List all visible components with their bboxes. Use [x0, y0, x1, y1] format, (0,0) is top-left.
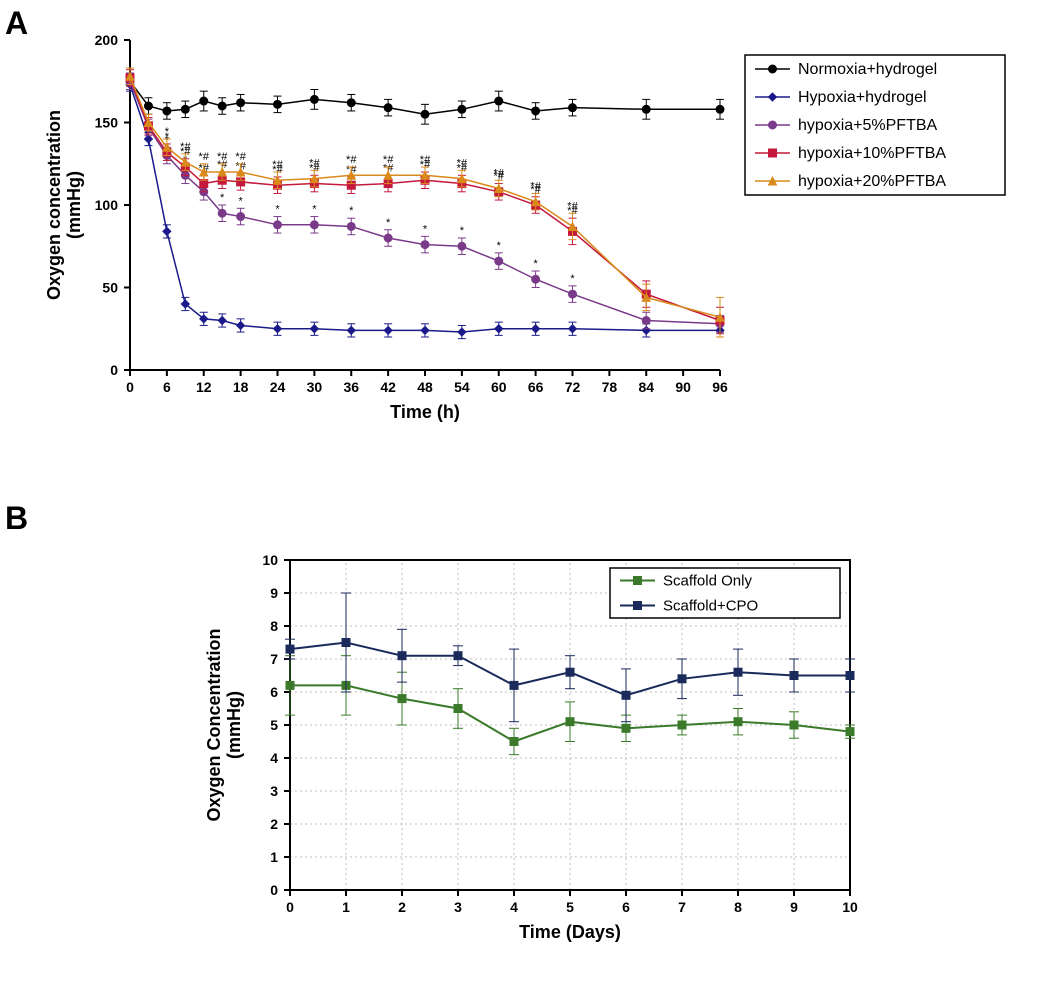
svg-text:66: 66 [528, 379, 544, 395]
svg-text:*#: *# [346, 154, 357, 166]
svg-text:9: 9 [790, 899, 798, 915]
svg-text:7: 7 [678, 899, 686, 915]
svg-text:2: 2 [398, 899, 406, 915]
svg-text:54: 54 [454, 379, 470, 395]
svg-text:100: 100 [95, 197, 119, 213]
svg-text:5: 5 [566, 899, 574, 915]
svg-text:78: 78 [602, 379, 618, 395]
svg-text:*: * [570, 273, 575, 285]
svg-text:*: * [220, 192, 225, 204]
svg-text:36: 36 [343, 379, 359, 395]
svg-text:*: * [165, 126, 170, 138]
svg-text:6: 6 [270, 684, 278, 700]
svg-text:72: 72 [565, 379, 581, 395]
svg-text:12: 12 [196, 379, 212, 395]
svg-text:*: * [238, 195, 243, 207]
svg-text:*: * [312, 204, 317, 216]
svg-text:*#: *# [199, 151, 210, 163]
svg-text:4: 4 [270, 750, 278, 766]
svg-text:42: 42 [380, 379, 396, 395]
svg-text:*: * [497, 240, 502, 252]
svg-text:*#: *# [420, 154, 431, 166]
panel-a-label: A [5, 5, 28, 42]
svg-text:Scaffold Only: Scaffold Only [663, 573, 752, 590]
svg-text:1: 1 [270, 849, 278, 865]
svg-text:1: 1 [342, 899, 350, 915]
svg-text:0: 0 [110, 362, 118, 378]
svg-text:8: 8 [270, 618, 278, 634]
svg-text:8: 8 [734, 899, 742, 915]
svg-text:*#: *# [530, 180, 541, 192]
svg-text:10: 10 [262, 552, 278, 568]
svg-text:*: * [423, 223, 428, 235]
svg-text:0: 0 [126, 379, 134, 395]
svg-text:hypoxia+20%PFTBA: hypoxia+20%PFTBA [798, 173, 946, 190]
svg-text:Oxygen Concentration(mmHg): Oxygen Concentration(mmHg) [204, 628, 244, 821]
svg-text:0: 0 [270, 882, 278, 898]
svg-text:5: 5 [270, 717, 278, 733]
svg-text:*#: *# [567, 200, 578, 212]
svg-text:Time (Days): Time (Days) [519, 922, 621, 942]
svg-text:4: 4 [510, 899, 518, 915]
svg-text:3: 3 [270, 783, 278, 799]
svg-text:*#: *# [309, 157, 320, 169]
svg-text:96: 96 [712, 379, 728, 395]
figure: A 06121824303642485460667278849096050100… [0, 0, 1050, 982]
svg-text:*: * [460, 225, 465, 237]
svg-text:50: 50 [102, 280, 118, 296]
svg-text:2: 2 [270, 816, 278, 832]
svg-text:*#: *# [217, 151, 228, 163]
svg-text:hypoxia+5%PFTBA: hypoxia+5%PFTBA [798, 117, 938, 134]
svg-text:*#: *# [457, 157, 468, 169]
svg-text:10: 10 [842, 899, 858, 915]
svg-text:30: 30 [307, 379, 323, 395]
svg-text:*#: *# [494, 167, 505, 179]
svg-text:0: 0 [286, 899, 294, 915]
chart-a: 0 6 12 18 24 30 36 42 48 54 60 66 72 78 84 90 96 0 50 100 15… [0, 0, 1050, 460]
svg-text:*: * [275, 204, 280, 216]
svg-text:hypoxia+10%PFTBA: hypoxia+10%PFTBA [798, 145, 946, 162]
svg-text:*#: *# [383, 154, 394, 166]
svg-text:48: 48 [417, 379, 433, 395]
svg-text:150: 150 [95, 115, 119, 131]
svg-text:6: 6 [622, 899, 630, 915]
svg-text:Time (h): Time (h) [390, 402, 460, 422]
svg-text:200: 200 [95, 32, 119, 48]
svg-text:3: 3 [454, 899, 462, 915]
svg-text:*#: *# [180, 141, 191, 153]
svg-text:*#: *# [272, 159, 283, 171]
chart-b: 0 1 2 3 4 5 6 7 8 9 10 0 1 2 3 4 5 6 7 8 9 10 Time (Days) Oxyge… [0, 460, 1050, 982]
svg-text:Normoxia+hydrogel: Normoxia+hydrogel [798, 61, 937, 78]
svg-text:*#: *# [235, 151, 246, 163]
svg-text:Scaffold+CPO: Scaffold+CPO [663, 598, 758, 615]
svg-text:84: 84 [638, 379, 654, 395]
svg-text:9: 9 [270, 585, 278, 601]
svg-text:90: 90 [675, 379, 691, 395]
svg-text:6: 6 [163, 379, 171, 395]
svg-text:60: 60 [491, 379, 507, 395]
svg-text:18: 18 [233, 379, 249, 395]
svg-text:*: * [386, 217, 391, 229]
svg-text:*: * [533, 258, 538, 270]
svg-text:*: * [349, 205, 354, 217]
svg-text:Oxygen concentration(mmHg): Oxygen concentration(mmHg) [44, 110, 84, 300]
svg-text:7: 7 [270, 651, 278, 667]
svg-text:24: 24 [270, 379, 286, 395]
svg-text:Hypoxia+hydrogel: Hypoxia+hydrogel [798, 89, 927, 106]
